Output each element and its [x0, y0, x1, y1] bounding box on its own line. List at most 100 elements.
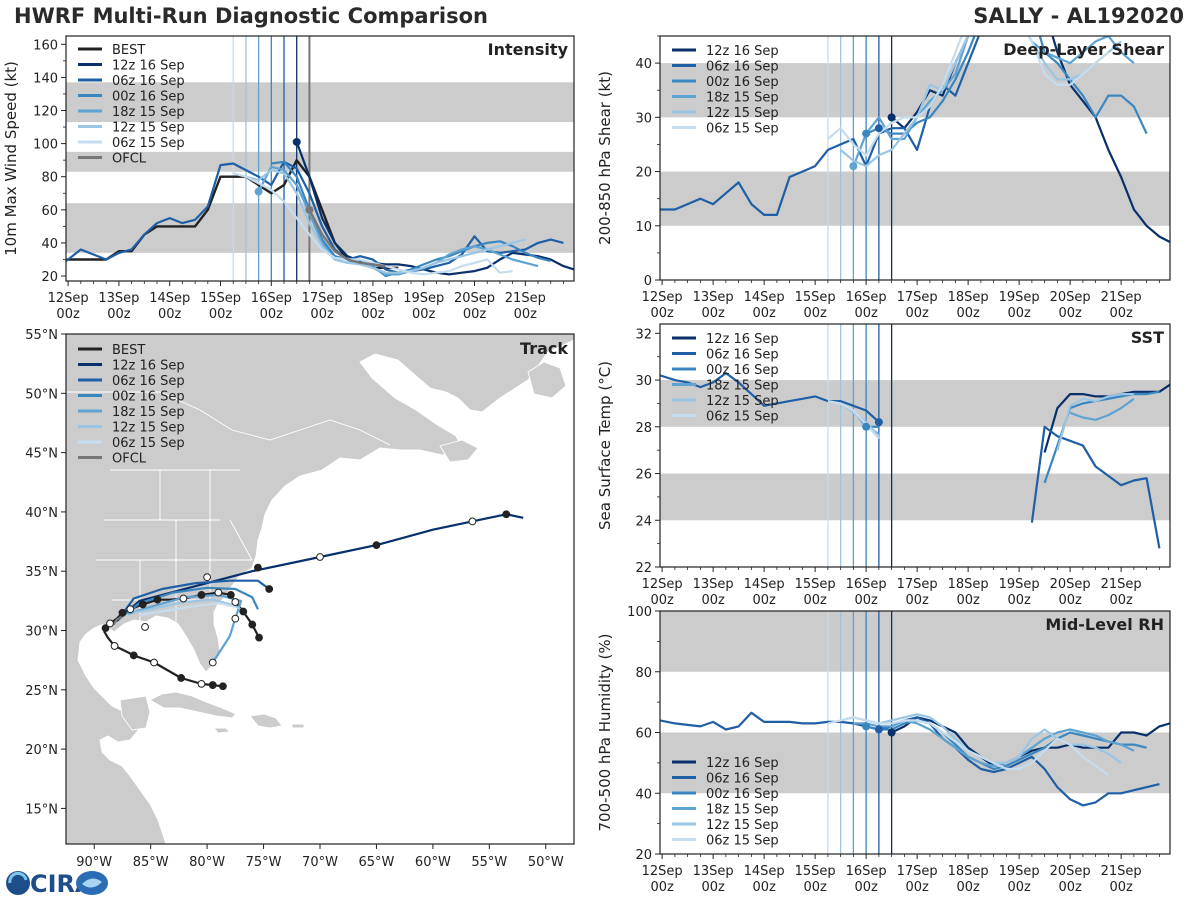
rh-xtick-hour: 00z: [701, 880, 725, 895]
intensity-xtick-hour: 00z: [361, 307, 385, 322]
track-xtick-label: 80°W: [189, 855, 225, 870]
shear-xtick-hour: 00z: [905, 306, 929, 321]
rh-legend-label-12z-16-sep: 12z 16 Sep: [706, 756, 779, 771]
track-point-12z-16-sep: [316, 553, 324, 561]
shear-xtick-day: 15Sep: [795, 290, 836, 305]
page-title: HWRF Multi-Run Diagnostic Comparison: [14, 4, 489, 28]
shear-xtick-hour: 00z: [956, 306, 980, 321]
nova-scotia-land: [439, 439, 479, 463]
shear-legend-label-00z-16-sep: 00z 16 Sep: [706, 75, 779, 90]
track-point-best: [177, 674, 186, 682]
track-legend-label-ofcl: OFCL: [112, 452, 147, 467]
intensity-xtick-hour: 00z: [412, 307, 436, 322]
intensity-xtick-hour: 00z: [463, 307, 487, 322]
track-point-06z-16-sep: [265, 585, 274, 593]
rh-ylabel: 700-500 hPa Humidity (%): [596, 633, 614, 831]
shear-xtick-day: 19Sep: [999, 290, 1040, 305]
rh-xtick-day: 18Sep: [948, 864, 989, 879]
sst-legend-label-06z-16-sep: 06z 16 Sep: [706, 348, 779, 363]
intensity-marker-12z-16-sep: [292, 137, 301, 146]
track-legend-label-06z-15-sep: 06z 15 Sep: [112, 436, 185, 451]
shear-marker-18z-15-sep: [849, 162, 858, 171]
shear-ytick-label: 20: [635, 166, 652, 181]
sst-xtick-day: 14Sep: [744, 577, 785, 592]
track-point-best: [138, 600, 147, 609]
intensity-legend-label-18z-15-sep: 18z 15 Sep: [112, 105, 185, 120]
sst-xtick-day: 16Sep: [846, 577, 887, 592]
track-ytick-label: 45°N: [25, 447, 58, 462]
rh-xtick-day: 12Sep: [642, 864, 683, 879]
track-point-best: [197, 679, 206, 688]
sst-panel: 22242628303212Sep00z13Sep00z14Sep00z15Se…: [596, 323, 1171, 608]
rh-xtick-day: 21Sep: [1101, 864, 1142, 879]
intensity-frame: [65, 35, 575, 282]
track-xtick-label: 85°W: [133, 855, 169, 870]
track-point-best: [255, 633, 263, 642]
rh-xtick-day: 19Sep: [999, 864, 1040, 879]
track-xtick-label: 70°W: [302, 855, 338, 870]
shear-xtick-day: 13Sep: [693, 290, 734, 305]
intensity-series-06z-15-sep: [232, 172, 513, 276]
newfoundland-land: [527, 361, 567, 399]
puerto-rico-land: [291, 723, 305, 729]
intensity-xtick-day: 18Sep: [352, 291, 393, 306]
shear-plot-area: [660, 36, 1170, 280]
intensity-series-18z-15-sep: [257, 165, 539, 276]
rh-xtick-hour: 00z: [803, 880, 827, 895]
north-america-land: [66, 334, 574, 844]
sst-plot-bg: [660, 324, 1170, 567]
intensity-legend-label-12z-16-sep: 12z 16 Sep: [112, 59, 185, 74]
sst-ytick-label: 32: [635, 327, 652, 342]
shear-ytick-label: 0: [644, 274, 652, 289]
intensity-series-12z-15-sep: [245, 169, 526, 274]
intensity-marker-ofcl: [305, 205, 314, 214]
rh-xtick-hour: 00z: [650, 880, 674, 895]
rh-xtick-day: 13Sep: [693, 864, 734, 879]
rh-xtick-hour: 00z: [905, 880, 929, 895]
sst-xtick-hour: 00z: [956, 593, 980, 608]
track-axes: 90°W 85°W 80°W 75°W 70°W 65°W 60°W 55°W 50°W 15°N…: [25, 328, 575, 870]
rh-ytick-label: 20: [635, 848, 652, 863]
shear-frame: [659, 35, 1171, 281]
track-point-best: [153, 595, 162, 604]
sst-threshold-band: [660, 473, 1170, 521]
shear-xtick-hour: 00z: [1109, 306, 1133, 321]
track-line-12z-15-sep: [133, 598, 248, 615]
track-ytick-label: 55°N: [25, 328, 58, 343]
intensity-ytick-label: 60: [41, 204, 58, 219]
rh-marker-06z-16-sep: [874, 725, 883, 734]
rh-panel: 2040608010012Sep00z13Sep00z14Sep00z15Sep…: [596, 605, 1171, 895]
sst-legend-label-12z-15-sep: 12z 15 Sep: [706, 394, 779, 409]
sst-legend-label-18z-15-sep: 18z 15 Sep: [706, 379, 779, 394]
rh-xtick-day: 20Sep: [1050, 864, 1091, 879]
track-point-best: [208, 681, 217, 689]
intensity-plot-area: [66, 36, 574, 281]
intensity-marker-18z-15-sep: [254, 187, 263, 196]
track-point-best: [239, 607, 248, 616]
sst-marker-00z-16-sep: [862, 422, 871, 431]
intensity-xtick-day: 15Sep: [200, 291, 241, 306]
sst-ytick-label: 22: [635, 561, 652, 576]
track-legend-label-12z-15-sep: 12z 15 Sep: [112, 421, 185, 436]
track-point-12z-16-sep: [468, 517, 477, 526]
rh-legend-label-06z-15-sep: 06z 15 Sep: [706, 834, 779, 849]
rh-series-06z-16-sep: [660, 711, 1160, 807]
intensity-xtick-hour: 00z: [56, 307, 80, 322]
track-point-best: [226, 591, 235, 599]
cuba-land: [149, 691, 237, 719]
shear-xtick-hour: 00z: [803, 306, 827, 321]
intensity-ytick-label: 100: [33, 138, 58, 153]
shear-ytick-label: 40: [635, 57, 652, 72]
intensity-series-ofcl: [308, 209, 386, 268]
sst-panel-title: SST: [1131, 328, 1164, 347]
intensity-xtick-hour: 00z: [158, 307, 182, 322]
intensity-legend-label-12z-15-sep: 12z 15 Sep: [112, 121, 185, 136]
us-canada-border: [66, 391, 391, 446]
track-point-18z-15-sep: [231, 614, 240, 623]
track-line-ofcl: [112, 615, 123, 626]
intensity-ytick-label: 160: [33, 38, 58, 53]
rh-threshold-band: [660, 611, 1170, 672]
sst-ylabel: Sea Surface Temp (°C): [596, 361, 614, 530]
rh-series-06z-15-sep: [827, 716, 1110, 776]
sst-xtick-hour: 00z: [650, 593, 674, 608]
